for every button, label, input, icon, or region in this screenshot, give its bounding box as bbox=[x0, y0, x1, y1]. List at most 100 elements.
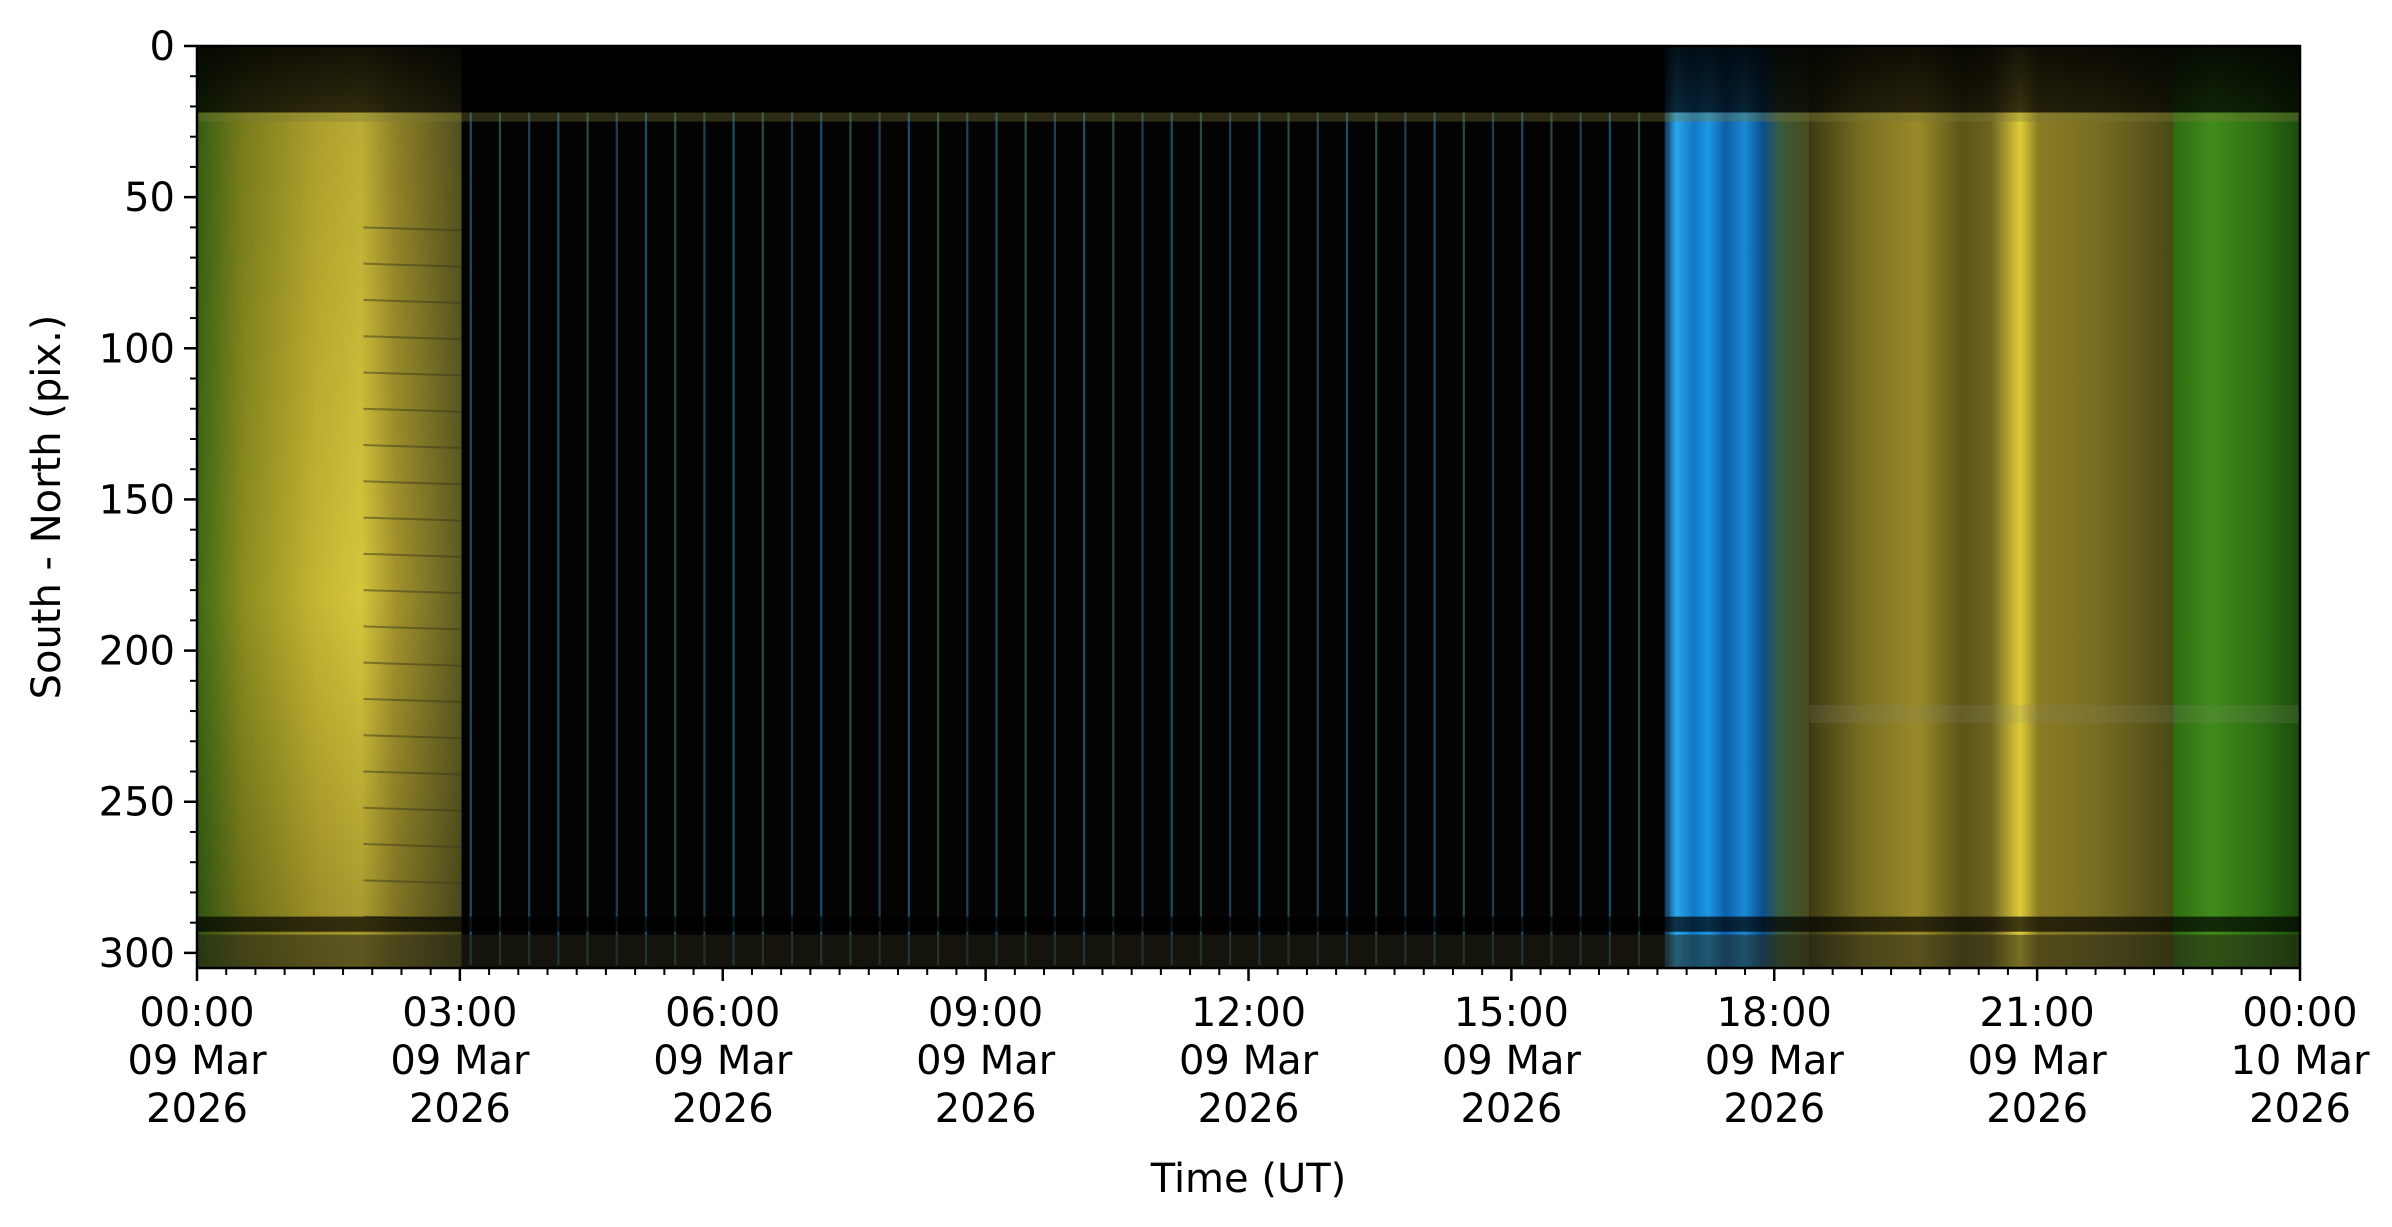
keogram-frame-stripe bbox=[1608, 112, 1611, 965]
keogram-texture-line bbox=[363, 262, 462, 268]
keogram-frame-stripe bbox=[732, 112, 735, 965]
keogram-frame-stripe bbox=[528, 112, 531, 965]
keogram-band-shade bbox=[197, 46, 462, 968]
x-tick-label: 00:00 10 Mar 2026 bbox=[2230, 990, 2370, 1132]
keogram-texture-line bbox=[363, 589, 462, 595]
keogram-frame-stripe bbox=[615, 112, 618, 965]
x-tick-label-line: 03:00 bbox=[402, 990, 517, 1036]
keogram-frame-stripe bbox=[703, 112, 706, 965]
keogram-frame-stripe bbox=[966, 112, 969, 965]
keogram-frame-stripe bbox=[1404, 112, 1407, 965]
keogram-stripes bbox=[469, 112, 1670, 965]
x-tick-label: 12:00 09 Mar 2026 bbox=[1179, 990, 1319, 1132]
x-tick-label-line: 2026 bbox=[672, 1086, 774, 1132]
keogram-frame-stripe bbox=[1170, 112, 1173, 965]
keogram-texture-line bbox=[363, 879, 462, 885]
keogram-frame-stripe bbox=[1550, 112, 1553, 965]
keogram-frame-stripe bbox=[849, 112, 852, 965]
keogram-frame-stripe bbox=[1491, 112, 1495, 965]
keogram-band-green-aurora bbox=[2172, 46, 2300, 968]
keogram-band-blue-twilight bbox=[1664, 46, 1810, 968]
x-tick-label-line: 18:00 bbox=[1717, 990, 1832, 1036]
x-tick-label: 18:00 09 Mar 2026 bbox=[1705, 990, 1845, 1132]
x-tick-label: 15:00 09 Mar 2026 bbox=[1442, 990, 1582, 1132]
keogram-frame-stripe bbox=[907, 112, 910, 965]
x-tick-label-line: 2026 bbox=[146, 1086, 248, 1132]
keogram-texture-line bbox=[363, 516, 462, 522]
y-tick-label: 200 bbox=[99, 629, 175, 675]
x-tick-label-line: 09 Mar bbox=[390, 1038, 530, 1084]
keogram-texture-line bbox=[363, 480, 462, 486]
y-tick-label: 50 bbox=[124, 175, 175, 221]
x-tick-label-line: 06:00 bbox=[665, 990, 780, 1036]
x-tick-label-line: 09 Mar bbox=[1968, 1038, 2108, 1084]
keogram-frame-stripe bbox=[1637, 112, 1641, 965]
y-tick-label: 300 bbox=[99, 931, 175, 977]
x-tick-label-line: 2026 bbox=[1460, 1086, 1562, 1132]
x-tick-label-line: 2026 bbox=[409, 1086, 511, 1132]
x-tick-label-line: 09 Mar bbox=[1705, 1038, 1845, 1084]
x-tick-label: 03:00 09 Mar 2026 bbox=[390, 990, 530, 1132]
keogram-row-artifact bbox=[197, 916, 2300, 932]
keogram-frame-stripe bbox=[1521, 112, 1524, 965]
keogram-frame-stripe bbox=[820, 112, 823, 965]
keogram-band-dark-striped bbox=[461, 46, 1665, 968]
keogram-frame-stripe bbox=[1462, 112, 1465, 965]
x-tick-label-line: 00:00 bbox=[2242, 990, 2357, 1036]
keogram-frame-stripe bbox=[644, 112, 648, 965]
keogram-frame-stripe bbox=[1141, 112, 1144, 965]
keogram-texture-line bbox=[363, 444, 462, 450]
keogram-band-yellow-aurora bbox=[1809, 46, 2173, 968]
keogram-frame-stripe bbox=[936, 112, 940, 965]
keogram-texture-line bbox=[363, 806, 462, 812]
keogram-row-artifact bbox=[197, 112, 2300, 122]
x-tick-label-line: 12:00 bbox=[1191, 990, 1306, 1036]
keogram-frame-stripe bbox=[1258, 112, 1261, 965]
x-tick-label: 06:00 09 Mar 2026 bbox=[653, 990, 793, 1132]
y-tick-label: 100 bbox=[99, 326, 175, 372]
x-tick-label: 21:00 09 Mar 2026 bbox=[1968, 990, 2108, 1132]
keogram-frame-stripe bbox=[557, 112, 560, 965]
keogram-frame-stripe bbox=[498, 112, 502, 965]
x-tick-label-line: 09 Mar bbox=[1442, 1038, 1582, 1084]
keogram-frame-stripe bbox=[1229, 112, 1232, 965]
keogram-top-strip bbox=[197, 46, 2300, 113]
x-tick-label-line: 21:00 bbox=[1979, 990, 2094, 1036]
keogram-frame-stripe bbox=[1024, 112, 1027, 965]
x-axis-label: Time (UT) bbox=[1150, 1156, 1347, 1202]
y-axis-label: South - North (pix.) bbox=[24, 315, 70, 700]
keogram-frame-stripe bbox=[1433, 112, 1436, 965]
keogram-frame-stripe bbox=[790, 112, 794, 965]
keogram-texture-line bbox=[363, 298, 462, 304]
x-tick-label-line: 2026 bbox=[2249, 1086, 2351, 1132]
x-tick-label: 00:00 09 Mar 2026 bbox=[127, 990, 267, 1132]
keogram-bands bbox=[197, 46, 2300, 968]
keogram-texture-line bbox=[363, 734, 462, 740]
x-tick-label-line: 09 Mar bbox=[127, 1038, 267, 1084]
keogram-texture-line bbox=[363, 226, 462, 232]
keogram-frame-stripe bbox=[1287, 112, 1290, 965]
keogram-texture-line bbox=[363, 552, 462, 558]
keogram-texture-line bbox=[363, 843, 462, 849]
keogram-frame-stripe bbox=[1199, 112, 1203, 965]
x-tick-label-line: 15:00 bbox=[1454, 990, 1569, 1036]
keogram-frame-stripe bbox=[1579, 112, 1582, 965]
keogram-texture-line bbox=[363, 697, 462, 703]
keogram-frame-stripe bbox=[1667, 112, 1670, 965]
keogram-frame-stripe bbox=[1053, 112, 1056, 965]
keogram-texture-line bbox=[363, 625, 462, 631]
x-tick-label-line: 09 Mar bbox=[653, 1038, 793, 1084]
x-tick-label-line: 09:00 bbox=[928, 990, 1043, 1036]
keogram-frame-stripe bbox=[761, 112, 764, 965]
y-axis: 0 50 100 150 200 250 300 bbox=[99, 24, 197, 977]
keogram-frame-stripe bbox=[1112, 112, 1115, 965]
keogram-frame-stripe bbox=[469, 112, 472, 965]
keogram-texture-line bbox=[363, 371, 462, 377]
y-tick-label: 150 bbox=[99, 477, 175, 523]
keogram-texture-line bbox=[363, 335, 462, 341]
x-tick-label-line: 2026 bbox=[1198, 1086, 1300, 1132]
keogram-frame-stripe bbox=[995, 112, 998, 965]
y-tick-label: 250 bbox=[99, 780, 175, 826]
